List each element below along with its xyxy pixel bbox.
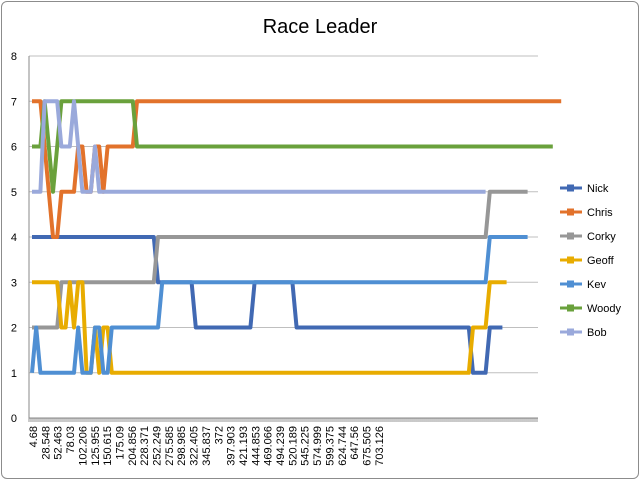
x-tick-label: 599.375 [324,426,336,466]
series-line-kev [30,235,528,375]
x-tick-label: 78.03 [65,426,77,454]
x-tick-label: 252.249 [152,426,164,466]
legend-marker-woody [567,304,574,312]
x-tick-label: 675.505 [361,426,373,466]
legend-marker-corky [567,232,574,240]
legend-label-kev: Kev [587,279,606,291]
x-tick-label: 545.225 [300,426,312,466]
series-line-bob [32,99,486,194]
legend-marker-nick [567,184,574,192]
legend-label-nick: Nick [587,183,609,195]
x-tick-label: 322.405 [189,426,201,466]
legend-label-geoff: Geoff [587,255,615,267]
x-tick-label: 204.856 [127,426,139,466]
x-tick-label: 28.548 [40,426,52,460]
y-tick-label: 0 [11,413,17,425]
x-tick-label: 624.744 [337,426,349,466]
series-line-corky [32,189,528,330]
y-tick-label: 6 [11,142,17,154]
x-tick-label: 52.463 [53,426,65,460]
series-line-chris [32,99,562,239]
legend-marker-chris [567,208,574,216]
x-tick-label: 397.903 [226,426,238,466]
x-tick-label: 345.837 [201,426,213,466]
x-tick-label: 469.066 [263,426,275,466]
legend-marker-geoff [567,256,574,264]
y-tick-label: 2 [11,323,17,335]
y-tick-label: 4 [11,232,17,244]
x-tick-label: 372 [213,426,225,444]
x-tick-label: 228.371 [139,426,151,466]
x-tick-label: 647.56 [349,426,361,460]
x-tick-label: 102.206 [77,426,89,466]
x-tick-label: 150.615 [102,426,114,466]
x-tick-label: 175.09 [114,426,126,460]
x-tick-label: 703.126 [374,426,386,466]
y-tick-label: 7 [11,96,17,108]
x-tick-label: 421.193 [238,426,250,466]
chart-title: Race Leader [263,16,378,38]
x-tick-label: 4.68 [28,426,40,447]
legend-label-chris: Chris [587,207,613,219]
x-tick-label: 444.853 [250,426,262,466]
y-tick-label: 5 [11,187,17,199]
x-tick-label: 520.189 [287,426,299,466]
x-tick-label: 494.239 [275,426,287,466]
legend-label-corky: Corky [587,231,616,243]
legend-label-bob: Bob [587,327,607,339]
x-tick-label: 275.585 [164,426,176,466]
x-tick-label: 574.999 [312,426,324,466]
legend-label-woody: Woody [587,303,622,315]
legend-marker-bob [567,328,574,336]
y-tick-label: 8 [11,51,17,63]
x-tick-label: 298.985 [176,426,188,466]
legend-marker-kev [567,280,574,288]
y-tick-label: 3 [11,277,17,289]
x-tick-label: 125.955 [90,426,102,466]
y-tick-label: 1 [11,368,17,380]
